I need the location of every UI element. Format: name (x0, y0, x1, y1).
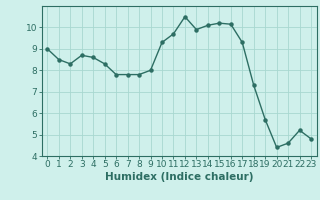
X-axis label: Humidex (Indice chaleur): Humidex (Indice chaleur) (105, 172, 253, 182)
